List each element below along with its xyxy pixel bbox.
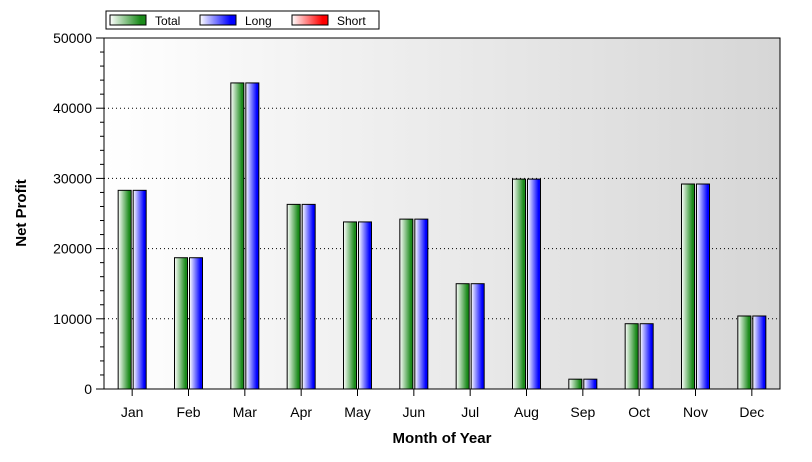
legend-label-long: Long <box>245 14 272 28</box>
legend-swatch-short <box>291 14 329 26</box>
y-tick-label: 40000 <box>53 100 92 116</box>
bar-total-jan <box>117 189 132 390</box>
bar-total-jun <box>399 218 414 390</box>
plot-area <box>103 37 781 390</box>
bar-total-nov <box>681 183 695 390</box>
bar-long-jul <box>470 283 485 390</box>
bar-long-jan <box>132 189 147 390</box>
gridlines <box>104 107 780 320</box>
x-tick-label: Feb <box>176 404 200 420</box>
bar-long-aug <box>527 178 541 390</box>
bar-long-oct <box>639 323 654 390</box>
legend-swatch-long <box>199 14 237 26</box>
bar-total-feb <box>174 257 188 390</box>
y-tick-label: 10000 <box>53 311 92 327</box>
bar-long-nov <box>696 183 710 390</box>
x-tick-label: Mar <box>233 404 257 420</box>
bar-total-may <box>343 221 357 390</box>
bar-long-apr <box>301 203 316 390</box>
x-tick-label: Sep <box>570 404 595 420</box>
bar-long-may <box>358 221 372 390</box>
bar-total-dec <box>737 315 752 390</box>
legend-label-short: Short <box>337 14 366 28</box>
bar-long-jun <box>414 218 429 390</box>
x-tick-label: Jul <box>461 404 479 420</box>
bar-long-mar <box>245 82 260 390</box>
legend-swatch-total <box>109 14 147 26</box>
y-tick-label: 50000 <box>53 30 92 46</box>
legend: Total Long Short <box>105 10 380 30</box>
x-tick-label: Jan <box>121 404 144 420</box>
x-tick-label: Dec <box>739 404 764 420</box>
y-tick-label: 30000 <box>53 170 92 186</box>
bar-total-apr <box>286 203 301 390</box>
x-axis-title: Month of Year <box>393 430 492 447</box>
legend-label-total: Total <box>155 14 180 28</box>
bar-total-oct <box>624 323 639 390</box>
bar-total-mar <box>230 82 245 390</box>
bar-total-sep <box>568 378 583 390</box>
y-tick-label: 20000 <box>53 241 92 257</box>
x-tick-label: Jun <box>403 404 426 420</box>
x-tick-label: Aug <box>514 404 539 420</box>
x-tick-label: Oct <box>628 404 650 420</box>
x-tick-labels: Jan Feb Mar Apr May Jun Jul Aug Sep Oct Nov Dec <box>121 404 764 420</box>
bar-long-dec <box>752 315 767 390</box>
bar-long-sep <box>583 378 598 390</box>
y-tick-labels: 0 10000 20000 30000 40000 50000 <box>53 30 92 397</box>
axes <box>96 37 753 396</box>
x-tick-label: May <box>344 404 370 420</box>
bar-long-feb <box>189 257 203 390</box>
bar-total-jul <box>455 283 470 390</box>
bar-total-aug <box>512 178 526 390</box>
y-tick-label: 0 <box>84 381 92 397</box>
x-tick-label: Apr <box>290 404 312 420</box>
y-axis-title: Net Profit <box>13 179 30 247</box>
x-tick-label: Nov <box>683 404 708 420</box>
bars <box>117 82 767 390</box>
